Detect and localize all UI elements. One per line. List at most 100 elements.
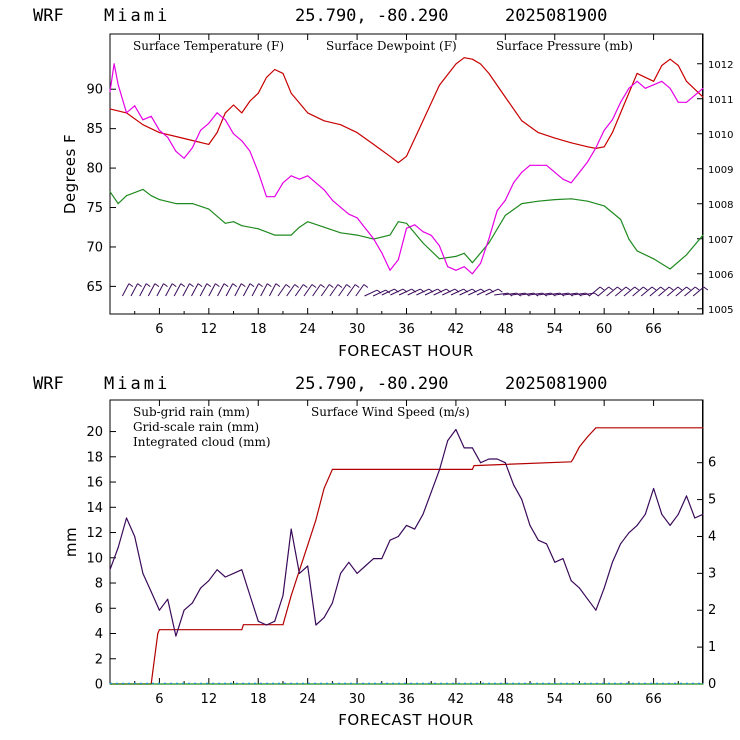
wind-barb [502, 292, 517, 296]
wind-barb [303, 284, 313, 297]
surface-pressure-point [554, 171, 556, 173]
subgrid-rain-point [315, 519, 317, 521]
surface-temperature-point [397, 162, 399, 164]
subgrid-rain-point [595, 427, 597, 429]
wind-barbs-row [121, 283, 709, 297]
surface-temperature-point [340, 124, 342, 126]
surface-pressure-point [224, 119, 226, 121]
surface-pressure-point [513, 182, 515, 184]
surface-wind-speed-point [686, 495, 687, 497]
wind-barb-flag [320, 284, 325, 288]
wind-barb-flag [258, 283, 263, 288]
wind-barb-flag [651, 286, 657, 291]
wind-barb [485, 288, 499, 296]
wind-barb [312, 284, 322, 297]
y-tick-label: 12 [86, 526, 103, 541]
wind-barb [476, 288, 490, 296]
wind-barb-flag [189, 283, 194, 288]
wind-barb [675, 286, 687, 297]
surface-dewpoint-point [224, 222, 226, 224]
wind-barb [173, 283, 182, 297]
legend-surface-dewpoint: Surface Dewpoint (F) [326, 39, 457, 53]
wind-barb [268, 283, 277, 297]
surface-pressure-point [430, 234, 432, 236]
surface-pressure-point [257, 171, 259, 173]
subgrid-rain-line [110, 427, 703, 685]
wind-barb [632, 286, 644, 297]
surface-wind-speed-point [595, 609, 597, 611]
surface-wind-speed-point [677, 513, 679, 515]
x-tick-label: 24 [299, 322, 316, 337]
surface-wind-speed-point [554, 561, 556, 563]
surface-wind-speed-point [587, 598, 589, 600]
surface-temperature-point [224, 112, 226, 114]
wind-barb-flag [694, 286, 700, 291]
surface-temperature-point [422, 120, 424, 122]
surface-pressure-point [496, 210, 498, 212]
surface-wind-speed-point [661, 513, 663, 515]
surface-dewpoint-point [438, 258, 440, 260]
x-tick-label: 36 [398, 322, 415, 337]
wind-barb [416, 288, 430, 296]
surface-wind-speed-point [694, 517, 696, 519]
wind-barb-flag [363, 284, 369, 288]
surface-wind-speed-point [529, 524, 531, 526]
wind-barb [147, 283, 156, 297]
surface-pressure-point [381, 252, 383, 254]
wind-barb [234, 283, 242, 297]
wind-barb [364, 289, 378, 297]
subgrid-rain-point [290, 595, 292, 597]
surface-dewpoint-point [587, 200, 589, 202]
surface-wind-speed-point [644, 513, 646, 515]
surface-wind-speed-point [389, 539, 391, 541]
y2-tick-label: 4 [708, 529, 716, 544]
surface-wind-speed-point [579, 587, 580, 589]
integrated-cloud-point [109, 682, 111, 684]
surface-wind-speed-point [298, 572, 300, 574]
surface-temperature-point [603, 146, 605, 148]
surface-wind-speed-point [562, 558, 564, 560]
surface-wind-speed-point [430, 491, 432, 493]
surface-wind-speed-point [200, 587, 202, 589]
surface-pressure-point [356, 217, 358, 219]
surface-temperature-point [587, 146, 589, 148]
chart2-location-label: Miami [104, 374, 170, 394]
surface-wind-speed-point [274, 620, 276, 622]
wind-barb [614, 286, 627, 297]
surface-pressure-point [134, 105, 136, 107]
surface-pressure-point [241, 140, 243, 142]
surface-wind-speed-point [438, 469, 440, 471]
wind-barb [121, 283, 130, 297]
surface-dewpoint-point [150, 195, 152, 197]
wind-barb-flag [686, 286, 691, 291]
wind-barb-flag [533, 292, 539, 297]
wind-barb [407, 288, 421, 296]
surface-pressure-line [109, 63, 704, 275]
chart2-right-axis-line [702, 400, 704, 684]
surface-temperature-point [142, 124, 144, 126]
surface-pressure-point [323, 189, 325, 191]
surface-dewpoint-point [340, 232, 342, 234]
surface-wind-speed-point [233, 572, 234, 574]
surface-temperature-point [471, 58, 473, 60]
surface-dewpoint-point [653, 258, 655, 260]
wind-barb [217, 283, 225, 297]
wind-barb [346, 284, 356, 297]
surface-wind-speed-point [669, 524, 671, 526]
surface-pressure-point [274, 196, 276, 198]
surface-temperature-point [677, 65, 679, 66]
x-tick-label: 6 [155, 322, 163, 337]
surface-dewpoint-point [298, 226, 300, 228]
wind-barb [398, 288, 413, 296]
wind-barb [537, 292, 552, 296]
wind-barb-flag [576, 292, 582, 297]
chart1-model-label: WRF [33, 6, 64, 26]
integrated-cloud-point [702, 682, 704, 684]
chart1-y-axis-label: Degrees F [61, 134, 79, 214]
y-tick-label: 85 [86, 122, 103, 137]
surface-pressure-point [175, 150, 177, 152]
x-tick-label: 18 [250, 692, 267, 707]
wind-barb [294, 284, 304, 297]
wind-barb-flag [507, 292, 513, 297]
